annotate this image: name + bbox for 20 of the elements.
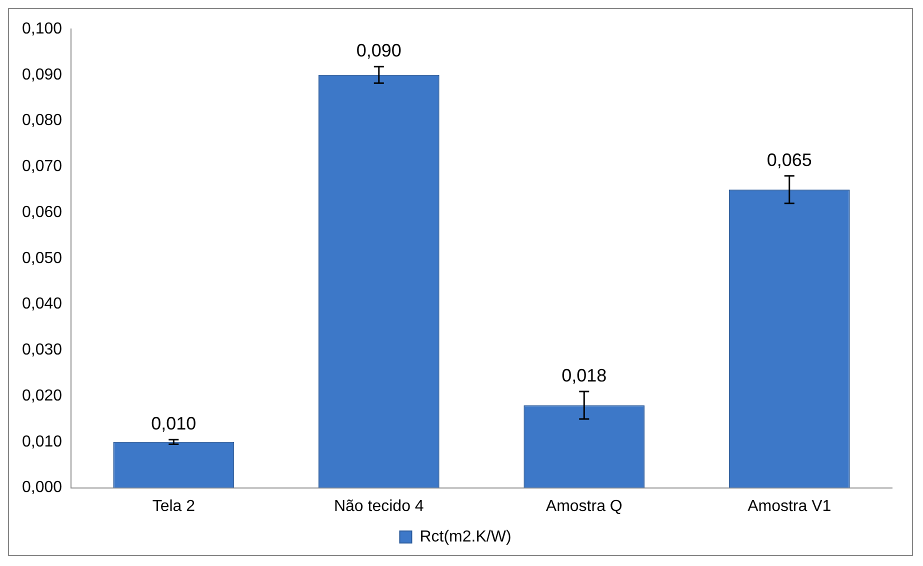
y-tick-label: 0,060: [22, 204, 62, 221]
y-tick-label: 0,100: [22, 20, 62, 38]
data-label: 0,010: [151, 414, 196, 434]
x-tick-label: Tela 2: [152, 498, 196, 515]
y-tick-label: 0,070: [22, 158, 62, 176]
data-label: 0,018: [562, 365, 607, 386]
y-tick-label: 0,020: [22, 387, 62, 404]
y-tick-label: 0,010: [22, 433, 62, 450]
y-tick-label: 0,040: [22, 296, 62, 313]
x-tick-label: Não tecido 4: [334, 498, 424, 515]
x-tick-label: Amostra V1: [748, 498, 832, 515]
data-label: 0,065: [766, 150, 812, 170]
y-tick-label: 0,080: [22, 112, 62, 130]
y-tick-label: 0,090: [22, 66, 62, 84]
legend-label: Rct(m2.K/W): [420, 528, 512, 546]
y-tick-label: 0,030: [22, 342, 62, 359]
data-label: 0,090: [356, 40, 402, 61]
y-tick-label: 0,000: [22, 479, 62, 496]
y-tick-label: 0,050: [22, 250, 62, 267]
x-tick-label: Amostra Q: [546, 498, 622, 515]
